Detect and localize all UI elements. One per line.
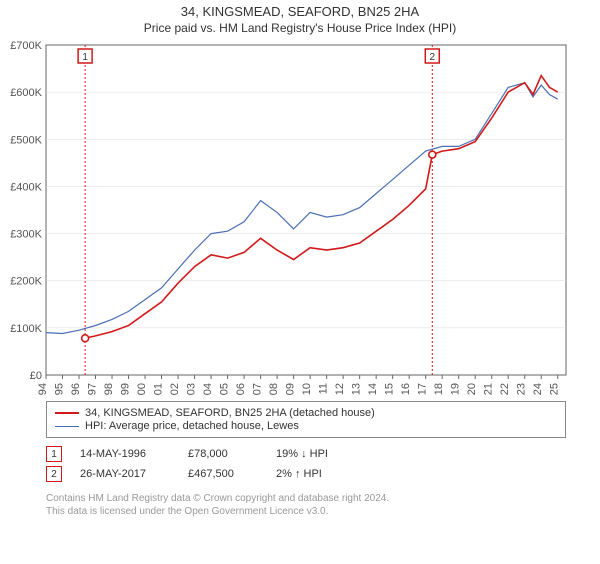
sale-marker: 1 <box>46 446 62 462</box>
footnote: Contains HM Land Registry data © Crown c… <box>46 492 566 518</box>
svg-text:2024: 2024 <box>532 383 544 395</box>
svg-text:2015: 2015 <box>384 383 396 395</box>
svg-text:2016: 2016 <box>400 383 412 395</box>
sale-row: 2 26-MAY-2017 £467,500 2% ↑ HPI <box>46 466 566 482</box>
svg-text:2019: 2019 <box>450 383 462 395</box>
svg-text:2017: 2017 <box>417 383 429 395</box>
svg-text:2022: 2022 <box>499 383 511 395</box>
legend-row: HPI: Average price, detached house, Lewe… <box>55 420 557 432</box>
svg-text:2004: 2004 <box>202 383 214 395</box>
svg-text:2008: 2008 <box>268 383 280 395</box>
sale-date: 14-MAY-1996 <box>80 448 170 460</box>
sale-price: £467,500 <box>188 468 258 480</box>
svg-text:1: 1 <box>82 52 88 63</box>
sale-marker: 2 <box>46 466 62 482</box>
svg-text:£100K: £100K <box>10 323 42 335</box>
svg-text:2006: 2006 <box>235 383 247 395</box>
svg-text:2005: 2005 <box>219 383 231 395</box>
svg-text:£700K: £700K <box>10 40 42 52</box>
svg-text:2003: 2003 <box>186 383 198 395</box>
svg-text:£200K: £200K <box>10 276 42 288</box>
svg-text:2002: 2002 <box>169 383 181 395</box>
svg-text:2007: 2007 <box>252 383 264 395</box>
legend-swatch <box>55 412 79 414</box>
sale-date: 26-MAY-2017 <box>80 468 170 480</box>
legend: 34, KINGSMEAD, SEAFORD, BN25 2HA (detach… <box>46 401 566 438</box>
svg-text:2: 2 <box>430 52 436 63</box>
price-chart: £0 £100K £200K £300K £400K £500K £600K £700K 199… <box>0 35 600 395</box>
svg-text:£400K: £400K <box>10 181 42 193</box>
sale-price: £78,000 <box>188 448 258 460</box>
svg-text:2021: 2021 <box>483 383 495 395</box>
svg-text:£300K: £300K <box>10 229 42 241</box>
sale-diff: 19% ↓ HPI <box>276 448 328 460</box>
svg-text:2001: 2001 <box>153 383 165 395</box>
svg-text:2014: 2014 <box>367 383 379 395</box>
svg-text:1999: 1999 <box>120 383 132 395</box>
svg-text:2018: 2018 <box>433 383 445 395</box>
svg-text:£500K: £500K <box>10 134 42 146</box>
svg-text:2010: 2010 <box>301 383 313 395</box>
svg-text:2023: 2023 <box>516 383 528 395</box>
legend-row: 34, KINGSMEAD, SEAFORD, BN25 2HA (detach… <box>55 407 557 419</box>
legend-label: 34, KINGSMEAD, SEAFORD, BN25 2HA (detach… <box>85 407 375 419</box>
svg-text:2020: 2020 <box>466 383 478 395</box>
legend-swatch <box>55 426 79 427</box>
svg-text:2013: 2013 <box>351 383 363 395</box>
sale-row: 1 14-MAY-1996 £78,000 19% ↓ HPI <box>46 446 566 462</box>
svg-text:2025: 2025 <box>549 383 561 395</box>
svg-text:2011: 2011 <box>318 383 330 395</box>
page-title: 34, KINGSMEAD, SEAFORD, BN25 2HA <box>0 4 600 19</box>
svg-text:£0: £0 <box>30 370 42 382</box>
sale-diff: 2% ↑ HPI <box>276 468 322 480</box>
sales-table: 1 14-MAY-1996 £78,000 19% ↓ HPI 2 26-MAY-2017… <box>46 446 566 482</box>
svg-text:£600K: £600K <box>10 87 42 99</box>
svg-text:2000: 2000 <box>136 383 148 395</box>
svg-text:1994: 1994 <box>37 383 49 395</box>
footnote-line-2: This data is licensed under the Open Gov… <box>46 505 566 518</box>
svg-text:1995: 1995 <box>54 383 66 395</box>
svg-text:2009: 2009 <box>285 383 297 395</box>
legend-label: HPI: Average price, detached house, Lewe… <box>85 420 299 432</box>
page-subtitle: Price paid vs. HM Land Registry's House … <box>0 21 600 35</box>
svg-text:2012: 2012 <box>334 383 346 395</box>
svg-text:1997: 1997 <box>87 383 99 395</box>
svg-text:1998: 1998 <box>103 383 115 395</box>
svg-text:1996: 1996 <box>70 383 82 395</box>
footnote-line-1: Contains HM Land Registry data © Crown c… <box>46 492 566 505</box>
